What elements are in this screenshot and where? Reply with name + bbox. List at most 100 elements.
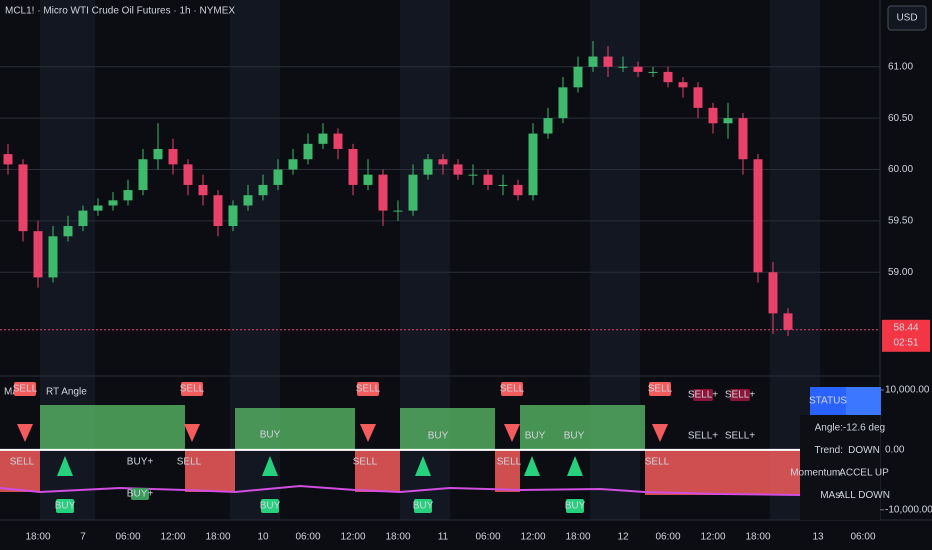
x-tick-label: 13	[812, 532, 824, 543]
buy-box-label: BUY	[260, 501, 281, 512]
y-tick-label: -10,000.00	[885, 504, 932, 515]
candle-body	[558, 87, 568, 119]
candle-body	[588, 56, 598, 67]
buy-box-label: BUY	[413, 501, 434, 512]
status-key: Trend:	[814, 445, 843, 456]
candle-body	[138, 159, 148, 191]
buy-box	[566, 499, 584, 513]
status-key: Momentum:	[790, 468, 843, 479]
candle-body	[738, 118, 748, 160]
candle-body	[498, 184, 508, 186]
x-tick-label: 18:00	[25, 532, 50, 543]
buy-arrow	[415, 456, 431, 476]
candle-body	[63, 226, 73, 237]
candle-body	[753, 159, 763, 273]
buy-label: BUY	[428, 431, 449, 442]
x-tick-label: 10	[257, 532, 269, 543]
x-tick-label: 06:00	[655, 532, 680, 543]
x-tick-label: 06:00	[115, 532, 140, 543]
currency-label: USD	[896, 13, 917, 24]
status-header-cell	[846, 387, 881, 415]
candle-body	[48, 236, 58, 278]
buy-arrow	[262, 456, 278, 476]
y-tick-label: 59.00	[888, 267, 913, 278]
sell-box	[181, 382, 203, 396]
candle-body	[333, 133, 343, 149]
x-tick-label: 18:00	[385, 532, 410, 543]
sell-box	[357, 382, 379, 396]
sell-label: SELL	[645, 457, 670, 468]
indicator-title: MA	[4, 387, 19, 398]
buy-box	[414, 499, 432, 513]
indicator-fills	[0, 405, 801, 496]
sell-plus-box-label: SELL+	[688, 390, 718, 401]
sell-plus-box-label: SELL+	[725, 390, 755, 401]
buy-plus-box	[131, 488, 149, 500]
candle-body	[318, 133, 328, 144]
x-tick-label: 11	[438, 532, 449, 543]
candle-body	[213, 195, 223, 227]
sell-label: SELL	[353, 457, 378, 468]
candle-body	[168, 148, 178, 165]
candle-body	[783, 313, 793, 330]
candle-body	[768, 272, 778, 314]
candle-body	[3, 154, 13, 165]
sell-box-label: SELL	[500, 384, 525, 395]
candle-body	[708, 107, 718, 124]
buy-label: BUY	[525, 431, 546, 442]
last-price-box	[882, 319, 930, 352]
sell-box-label: SELL	[356, 384, 381, 395]
candle-body	[618, 66, 628, 68]
currency-button[interactable]	[887, 5, 927, 31]
candle-body	[93, 205, 103, 211]
sell-label: SELL	[497, 457, 522, 468]
buy-arrow	[567, 456, 583, 476]
candle-body	[468, 174, 478, 176]
buy-box-label: BUY	[55, 501, 76, 512]
candle-body	[153, 148, 163, 160]
candle-body	[603, 56, 613, 67]
status-key: MAs:	[820, 490, 843, 501]
sell-label: SELL	[177, 457, 202, 468]
candle-body	[633, 66, 643, 72]
candle-body	[438, 159, 448, 165]
sell-arrow	[17, 424, 33, 442]
last-price-label: 58.44	[893, 322, 918, 333]
candle-body	[243, 195, 253, 206]
candle-body	[483, 174, 493, 185]
y-tick-label: 61.00	[888, 61, 913, 72]
candle-body	[408, 174, 418, 211]
sell-box-label: SELL	[648, 384, 673, 395]
candle-body	[378, 174, 388, 211]
candle-body	[678, 82, 688, 88]
y-tick-label: 0.00	[885, 445, 905, 456]
sell-box-label: SELL	[13, 384, 38, 395]
x-tick-label: 7	[80, 532, 86, 543]
candle-body	[528, 133, 538, 196]
x-tick-label: 06:00	[850, 532, 875, 543]
sell-plus-label: SELL+	[688, 431, 718, 442]
buy-box-label: BUY	[565, 501, 586, 512]
candle-body	[258, 184, 268, 196]
sell-plus-box	[730, 389, 750, 401]
sell-label: SELL	[10, 457, 35, 468]
sell-arrow	[184, 424, 200, 442]
chart-title: MCL1! · Micro WTI Crude Oil Futures · 1h…	[5, 6, 235, 17]
candle-body	[348, 148, 358, 185]
sell-arrow	[504, 424, 520, 442]
x-tick-label: 06:00	[295, 532, 320, 543]
status-value: ACCEL UP	[839, 468, 889, 479]
candle-body	[363, 174, 373, 185]
y-tick-label: 10,000.00	[885, 385, 930, 396]
candle-body	[198, 184, 208, 196]
x-tick-label: 12:00	[700, 532, 725, 543]
candle-body	[723, 118, 733, 124]
buy-label: BUY	[564, 431, 585, 442]
candle-body	[288, 159, 298, 170]
status-value: ALL DOWN	[838, 490, 890, 501]
x-tick-label: 18:00	[205, 532, 230, 543]
buy-plus-label: BUY+	[127, 457, 154, 468]
y-tick-label: 60.00	[888, 164, 913, 175]
y-tick-label: 59.50	[888, 216, 913, 227]
